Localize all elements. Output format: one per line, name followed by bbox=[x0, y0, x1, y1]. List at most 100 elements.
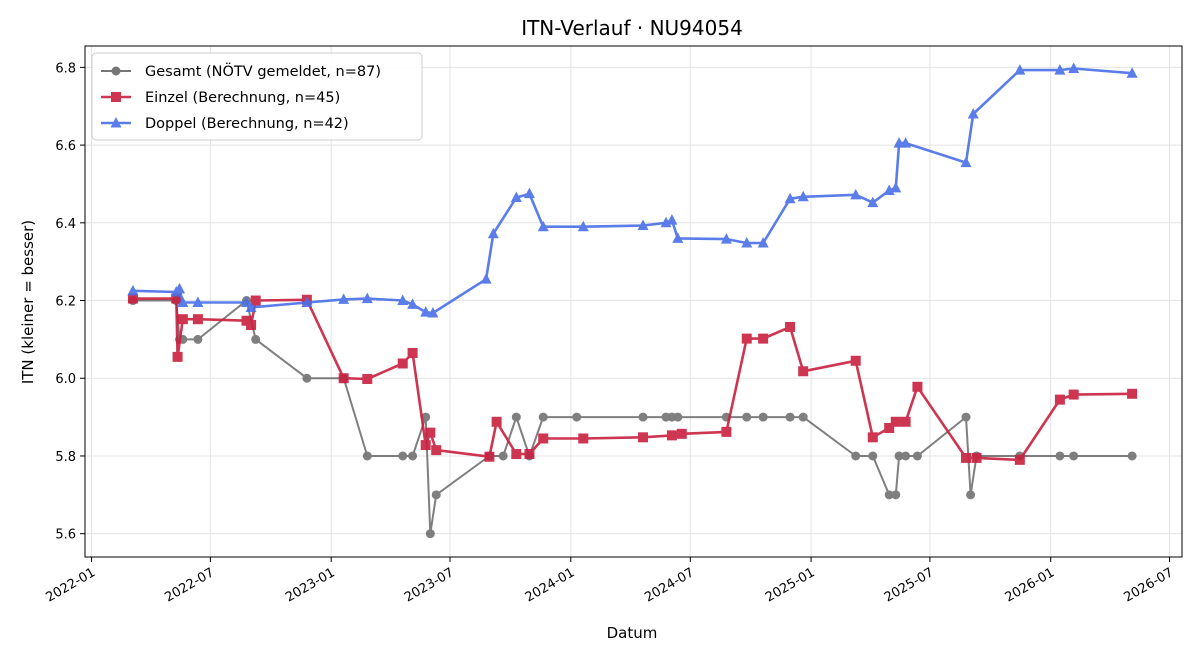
data-point-doppel bbox=[487, 227, 499, 239]
x-tick-label: 2026-07 bbox=[1121, 565, 1176, 605]
data-point-einzel bbox=[961, 452, 972, 463]
data-point-doppel bbox=[883, 184, 895, 196]
data-point-doppel bbox=[510, 191, 522, 203]
data-point-einzel bbox=[397, 358, 408, 369]
data-point-einzel bbox=[407, 347, 418, 358]
chart-title: ITN-Verlauf · NU94054 bbox=[521, 16, 743, 40]
data-point-gesamt bbox=[912, 451, 922, 461]
data-point-doppel bbox=[666, 214, 678, 225]
data-point-gesamt bbox=[251, 334, 261, 344]
data-point-gesamt bbox=[673, 412, 683, 422]
data-point-doppel bbox=[637, 219, 649, 231]
legend-swatch-marker bbox=[111, 92, 121, 102]
data-point-gesamt bbox=[431, 490, 441, 500]
data-point-gesamt bbox=[798, 412, 808, 422]
data-point-einzel bbox=[785, 321, 796, 332]
grid bbox=[85, 46, 1182, 557]
data-point-einzel bbox=[850, 355, 861, 366]
series-layer bbox=[127, 62, 1138, 539]
data-point-einzel bbox=[721, 426, 732, 437]
data-point-doppel bbox=[1014, 64, 1026, 75]
legend-swatch-marker bbox=[110, 117, 122, 128]
data-point-doppel bbox=[890, 181, 902, 193]
data-point-doppel bbox=[523, 187, 535, 199]
data-point-gesamt bbox=[851, 451, 861, 461]
x-tick-label: 2022-01 bbox=[44, 565, 99, 605]
data-point-einzel bbox=[431, 445, 442, 456]
data-point-einzel bbox=[884, 422, 895, 433]
data-point-doppel bbox=[784, 192, 796, 204]
data-point-gesamt bbox=[511, 412, 521, 422]
data-point-gesamt bbox=[572, 412, 582, 422]
data-point-gesamt bbox=[1069, 451, 1079, 461]
data-point-einzel bbox=[362, 374, 373, 385]
x-tick-label: 2025-07 bbox=[882, 565, 937, 605]
series-line-einzel bbox=[132, 297, 1133, 462]
data-point-doppel bbox=[720, 233, 732, 244]
data-point-doppel bbox=[127, 284, 139, 296]
y-tick-label: 6.2 bbox=[55, 295, 76, 310]
y-tick-label: 6.4 bbox=[55, 217, 76, 232]
data-point-doppel bbox=[427, 306, 439, 318]
data-point-einzel bbox=[177, 314, 188, 325]
x-tick-label: 2024-07 bbox=[642, 565, 697, 605]
legend-label: Doppel (Berechnung, n=42) bbox=[145, 116, 349, 132]
x-tick-label: 2026-01 bbox=[1003, 565, 1058, 605]
y-tick-label: 6.6 bbox=[55, 139, 76, 154]
data-point-gesamt bbox=[961, 412, 971, 422]
data-point-einzel bbox=[538, 433, 549, 444]
data-point-einzel bbox=[798, 366, 809, 377]
data-point-gesamt bbox=[408, 451, 418, 461]
data-point-gesamt bbox=[901, 451, 911, 461]
data-point-doppel bbox=[960, 156, 972, 168]
data-point-gesamt bbox=[894, 451, 904, 461]
legend-item-doppel bbox=[101, 117, 131, 128]
data-point-einzel bbox=[127, 293, 138, 304]
data-point-doppel bbox=[967, 108, 979, 119]
data-point-gesamt bbox=[421, 412, 431, 422]
data-point-einzel bbox=[638, 432, 649, 443]
data-point-gesamt bbox=[498, 451, 508, 461]
data-point-einzel bbox=[578, 433, 589, 444]
series-doppel bbox=[127, 62, 1138, 318]
data-point-doppel bbox=[192, 296, 204, 307]
data-point-doppel bbox=[338, 293, 350, 304]
series-einzel bbox=[127, 293, 1138, 465]
data-point-einzel bbox=[246, 320, 257, 331]
data-point-gesamt bbox=[193, 334, 203, 344]
data-point-doppel bbox=[361, 292, 373, 304]
data-point-einzel bbox=[890, 416, 901, 427]
data-point-doppel bbox=[177, 296, 189, 307]
data-point-doppel bbox=[174, 282, 186, 294]
x-tick-label: 2025-01 bbox=[763, 565, 818, 605]
data-point-einzel bbox=[425, 427, 436, 438]
data-point-doppel bbox=[757, 237, 769, 248]
data-point-einzel bbox=[420, 440, 431, 451]
data-point-einzel bbox=[676, 428, 687, 439]
data-point-gesamt bbox=[1055, 451, 1065, 461]
data-point-gesamt bbox=[1127, 451, 1137, 461]
x-axis: 2022-01 2022-07 2023-01 2023-07 2024-01 2024-… bbox=[44, 557, 1176, 605]
legend-swatch-marker bbox=[111, 66, 121, 76]
x-tick-label: 2023-01 bbox=[283, 565, 338, 605]
data-point-einzel bbox=[758, 333, 769, 344]
data-point-doppel bbox=[245, 301, 257, 313]
data-point-doppel bbox=[577, 220, 589, 232]
data-point-gesamt bbox=[868, 451, 878, 461]
data-point-doppel bbox=[407, 298, 419, 309]
data-point-doppel bbox=[397, 294, 409, 306]
series-line-gesamt bbox=[132, 299, 1133, 535]
data-point-doppel bbox=[1054, 64, 1066, 75]
data-point-doppel bbox=[850, 188, 862, 200]
data-point-einzel bbox=[1014, 454, 1025, 465]
data-point-gesamt bbox=[638, 412, 648, 422]
data-point-gesamt bbox=[884, 490, 894, 500]
x-axis-title: Datum bbox=[607, 624, 658, 642]
data-point-doppel bbox=[741, 237, 753, 248]
data-point-gesamt bbox=[398, 451, 408, 461]
data-point-einzel bbox=[192, 314, 203, 325]
data-point-gesamt bbox=[425, 529, 435, 539]
series-gesamt bbox=[128, 296, 1137, 539]
x-tick-label: 2024-01 bbox=[523, 565, 578, 605]
